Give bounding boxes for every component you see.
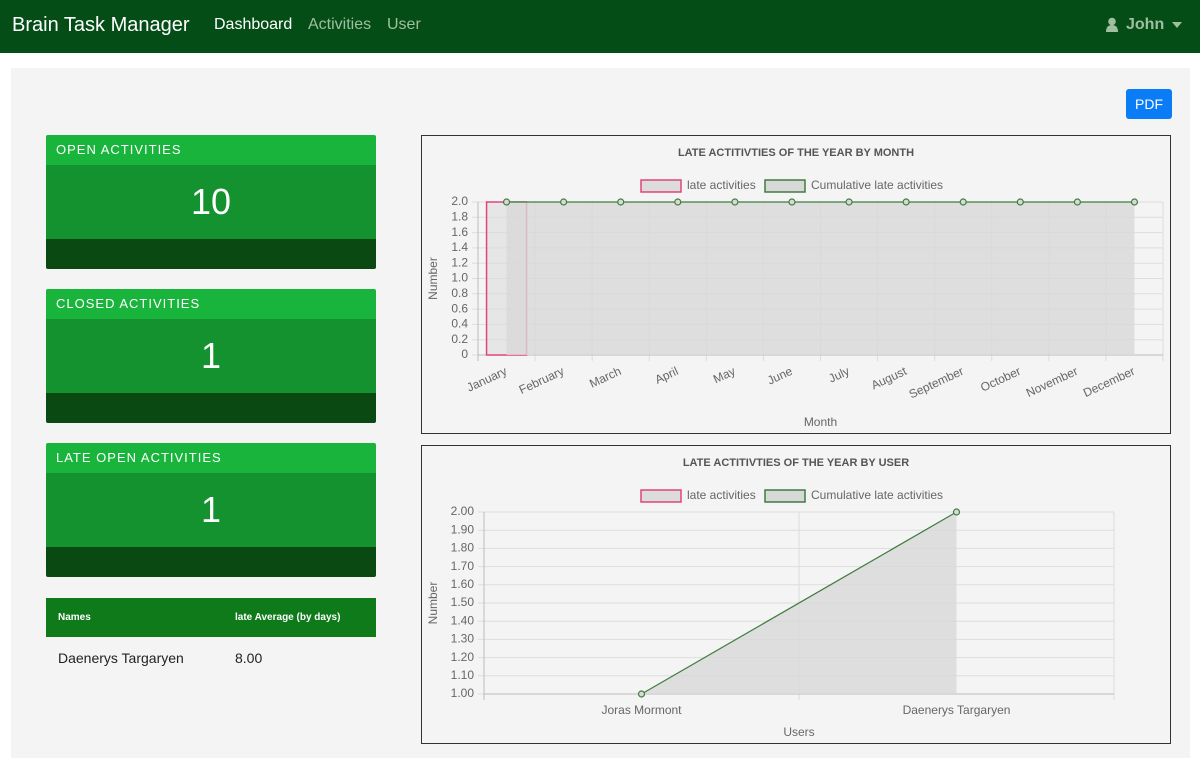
card-value: 10	[46, 165, 376, 239]
y-tick-label: 1.4	[451, 240, 468, 254]
y-tick-label: 2.0	[451, 194, 468, 208]
card-footer	[46, 239, 376, 269]
y-tick-label: 1.80	[451, 541, 475, 555]
card-footer	[46, 547, 376, 577]
x-tick-label: October	[978, 364, 1023, 395]
header-cell: Names	[58, 612, 91, 623]
x-axis-label: Users	[783, 725, 814, 739]
point	[845, 198, 853, 206]
x-tick-label: Joras Mormont	[601, 703, 682, 717]
legend-swatch	[640, 489, 682, 503]
legend-label: Cumulative late activities	[811, 178, 943, 192]
chart: LATE ACTITIVTIES OF THE YEAR BY USER late…	[426, 457, 1115, 739]
legend-label: Cumulative late activities	[811, 488, 943, 502]
navbar: Brain Task Manager Dashboard Activities …	[0, 0, 1200, 53]
legend-label: late activities	[687, 488, 756, 502]
point	[731, 198, 739, 206]
point	[502, 198, 511, 206]
x-tick-label: June	[765, 364, 795, 388]
y-tick-label: 1.40	[451, 613, 475, 627]
card-title: CLOSED ACTIVITIES	[46, 289, 376, 319]
x-tick-label: December	[1081, 364, 1137, 400]
legend-swatch	[764, 179, 806, 193]
x-tick-label: July	[826, 364, 851, 386]
legend-swatch	[764, 489, 806, 503]
line-area	[506, 202, 1135, 355]
card: CLOSED ACTIVITIES 1	[46, 289, 376, 423]
y-tick-label: 1.60	[451, 577, 475, 591]
point	[902, 198, 910, 206]
point	[637, 690, 646, 698]
x-tick-label: August	[869, 364, 909, 393]
table-cell: Daenerys Targaryen	[58, 650, 184, 666]
caret	[1172, 22, 1182, 28]
card-title: LATE OPEN ACTIVITIES	[46, 443, 376, 473]
nav-link[interactable]: Activities	[308, 16, 372, 33]
brand[interactable]: Brain Task Manager	[12, 14, 190, 36]
y-tick-label: 1.8	[451, 209, 468, 223]
point	[1016, 198, 1024, 206]
x-tick-label: November	[1024, 364, 1080, 400]
card-value: 1	[46, 473, 376, 547]
card-title: OPEN ACTIVITIES	[46, 135, 376, 165]
header-cell: late Average (by days)	[235, 612, 341, 623]
point	[560, 198, 568, 206]
legend-label: late activities	[687, 178, 756, 192]
y-tick-label: 1.70	[451, 559, 475, 573]
y-tick-label: 1.0	[451, 271, 468, 285]
x-tick-label: April	[653, 364, 681, 387]
y-tick-label: 1.2	[451, 255, 468, 269]
card-footer	[46, 393, 376, 423]
table-cell: 8.00	[235, 650, 263, 666]
nav-link[interactable]: User	[387, 16, 421, 33]
y-tick-label: 1.50	[451, 595, 475, 609]
chart-box: LATE ACTITIVTIES OF THE YEAR BY MONTH lat…	[421, 135, 1171, 434]
point	[952, 508, 961, 516]
y-tick-label: 1.20	[451, 650, 475, 664]
x-tick-label: September	[907, 364, 966, 401]
y-axis-label: Number	[426, 257, 440, 300]
user-icon	[1106, 17, 1118, 32]
y-tick-label: 1.6	[451, 225, 468, 239]
x-axis-label: Month	[804, 415, 837, 429]
y-tick-label: 0.8	[451, 286, 468, 300]
x-tick-label: May	[711, 364, 737, 386]
x-tick-label: Daenerys Targaryen	[903, 703, 1011, 717]
y-tick-label: 0	[461, 347, 468, 361]
x-tick-label: February	[517, 364, 566, 397]
y-axis-label: Number	[426, 582, 440, 625]
card: LATE OPEN ACTIVITIES 1	[46, 443, 376, 577]
y-tick-label: 0.2	[451, 332, 468, 346]
chart-title: LATE ACTITIVTIES OF THE YEAR BY USER	[683, 457, 909, 469]
chart-title: LATE ACTITIVTIES OF THE YEAR BY MONTH	[678, 147, 914, 159]
point	[788, 198, 796, 206]
y-tick-label: 1.10	[451, 668, 475, 682]
card-value: 1	[46, 319, 376, 393]
y-tick-label: 0.4	[451, 317, 468, 331]
card: OPEN ACTIVITIES 10	[46, 135, 376, 269]
point	[1130, 198, 1139, 206]
line	[641, 511, 957, 695]
point	[674, 198, 682, 206]
nav-link[interactable]: Dashboard	[214, 16, 293, 33]
y-tick-label: 1.00	[451, 686, 475, 700]
pdf-button[interactable]: PDF	[1126, 89, 1172, 119]
chart: LATE ACTITIVTIES OF THE YEAR BY MONTH lat…	[426, 147, 1164, 429]
y-tick-label: 1.90	[451, 522, 475, 536]
point	[1073, 198, 1081, 206]
y-tick-label: 2.00	[451, 504, 475, 518]
user-menu[interactable]: John	[1126, 16, 1165, 33]
y-tick-label: 1.30	[451, 632, 475, 646]
point	[617, 198, 625, 206]
point	[959, 198, 967, 206]
chart-box: LATE ACTITIVTIES OF THE YEAR BY USER late…	[421, 445, 1171, 744]
table-header: Names late Average (by days)	[46, 598, 376, 637]
legend-swatch	[640, 179, 682, 193]
x-tick-label: January	[465, 364, 510, 395]
x-tick-label: March	[587, 364, 623, 391]
y-tick-label: 0.6	[451, 301, 468, 315]
